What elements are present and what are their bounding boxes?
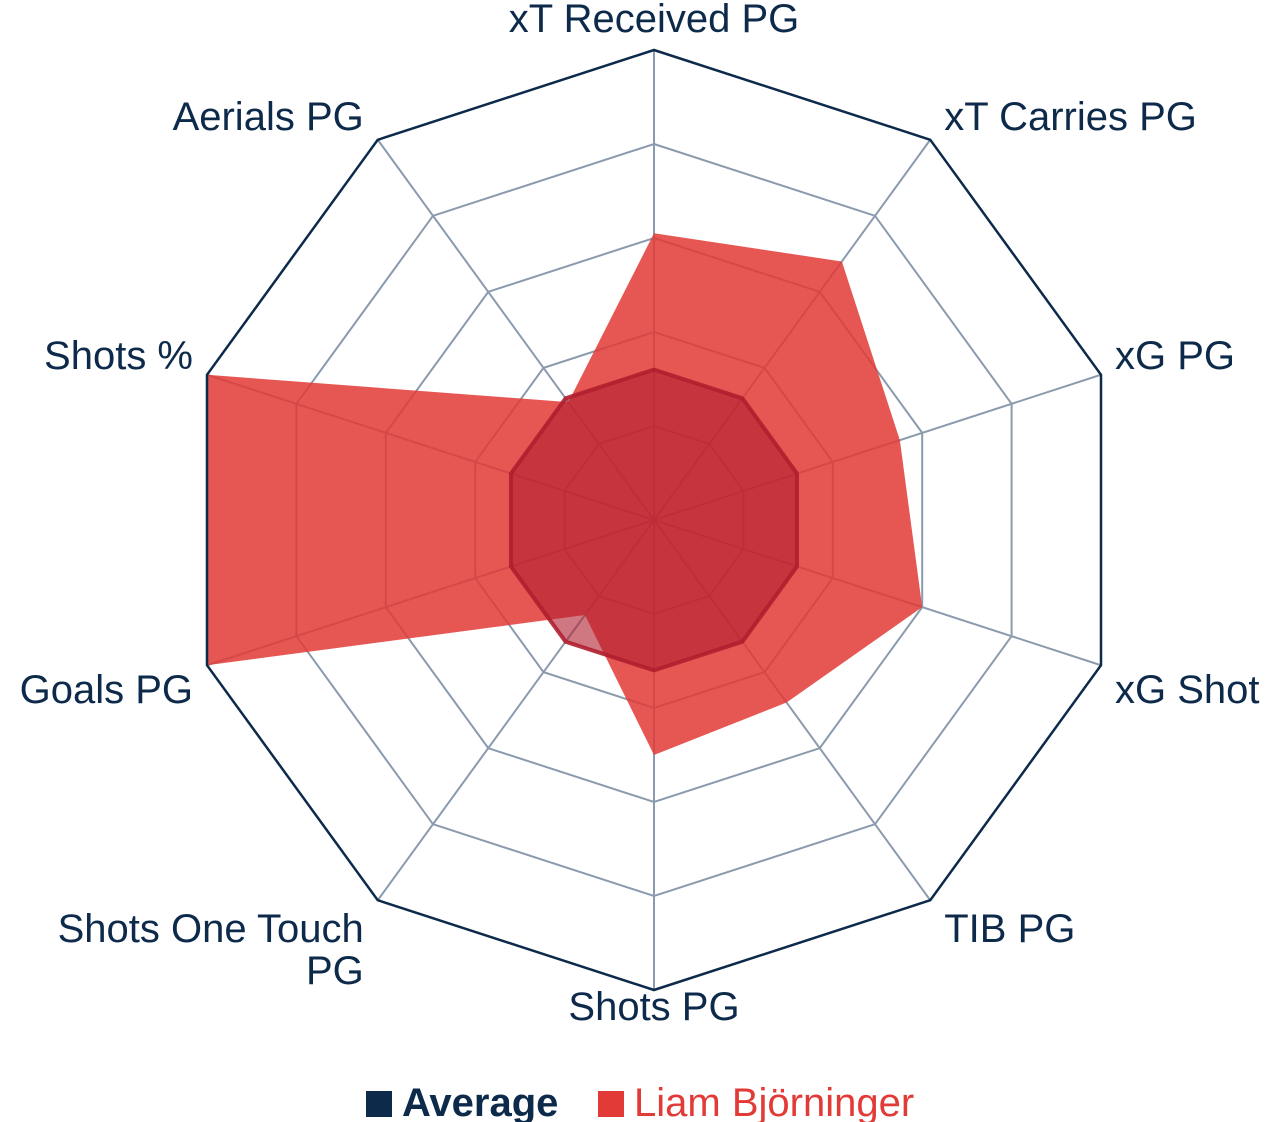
radar-series — [207, 233, 923, 756]
axis-label-line: Shots PG — [568, 985, 739, 1029]
axis-label: Goals PG — [20, 668, 193, 712]
axis-labels: xT Received PG xT Carries PG xG PG xG Shot T… — [20, 0, 1260, 1029]
axis-label: xT Received PG — [509, 0, 800, 41]
axis-label-line: xT Received PG — [509, 0, 800, 41]
axis-label-line: xG PG — [1115, 334, 1235, 378]
axis-label: Shots % — [44, 334, 193, 378]
legend-swatch-player — [598, 1091, 624, 1117]
legend-item-player[interactable]: Liam Björninger — [598, 1081, 914, 1122]
axis-label-line: Aerials PG — [173, 95, 364, 139]
axis-label-line: xT Carries PG — [944, 95, 1197, 139]
legend-label-player: Liam Björninger — [634, 1081, 914, 1122]
axis-label-line: xG Shot — [1115, 668, 1260, 712]
axis-label: xG PG — [1115, 334, 1235, 378]
axis-label-line: TIB PG — [944, 907, 1075, 951]
radar-outline — [205, 48, 1103, 992]
outer-ring — [205, 48, 1103, 992]
axis-label-line: Shots % — [44, 334, 193, 378]
legend-item-average[interactable]: Average — [366, 1081, 558, 1122]
legend-label-average: Average — [402, 1081, 558, 1122]
axis-label: Shots One Touch PG — [58, 907, 364, 993]
axis-label-line: PG — [306, 949, 364, 993]
axis-label: Aerials PG — [173, 95, 364, 139]
axis-label-line: Shots One Touch — [58, 907, 364, 951]
axis-label: xT Carries PG — [944, 95, 1197, 139]
axis-label-line: Goals PG — [20, 668, 193, 712]
axis-label: TIB PG — [944, 907, 1075, 951]
axis-label: xG Shot — [1115, 668, 1260, 712]
axis-label: Shots PG — [568, 985, 739, 1029]
legend-swatch-average — [366, 1091, 392, 1117]
legend: Average Liam Björninger — [366, 1081, 914, 1122]
series-area-average[interactable] — [508, 367, 800, 673]
